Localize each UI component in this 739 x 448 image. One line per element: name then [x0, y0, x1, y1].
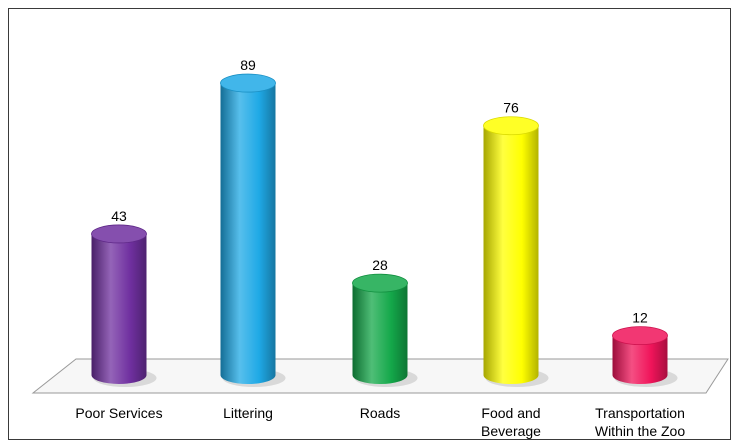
category-label: Roads — [360, 405, 400, 421]
bar-top — [91, 224, 147, 244]
data-label: 76 — [503, 100, 519, 116]
bar-body — [483, 125, 539, 384]
category-label: Transportation Within the Zoo — [595, 405, 685, 439]
bar-top — [352, 273, 408, 293]
bar-top — [612, 326, 668, 346]
data-label: 12 — [632, 310, 648, 326]
bar-1 — [91, 224, 157, 387]
data-label: 28 — [372, 257, 388, 273]
data-label: 89 — [240, 57, 256, 73]
bar-5 — [612, 326, 678, 387]
bar-body — [352, 283, 408, 384]
bar-body — [91, 233, 147, 384]
bar-body — [220, 83, 276, 384]
bars-layer — [91, 73, 678, 387]
bar-top — [220, 73, 276, 93]
bar-2 — [220, 73, 286, 387]
category-label: Food and Beverage — [481, 405, 541, 439]
category-label: Poor Services — [75, 405, 162, 421]
category-label: Littering — [223, 405, 273, 421]
bar-top — [483, 116, 539, 136]
bar-body — [612, 335, 668, 384]
data-label: 43 — [111, 208, 127, 224]
labels-layer: 43 Poor Services 89 Littering 28 Roads 76 Food … — [75, 57, 685, 439]
bar-3 — [352, 273, 418, 387]
bar-4 — [483, 116, 549, 387]
